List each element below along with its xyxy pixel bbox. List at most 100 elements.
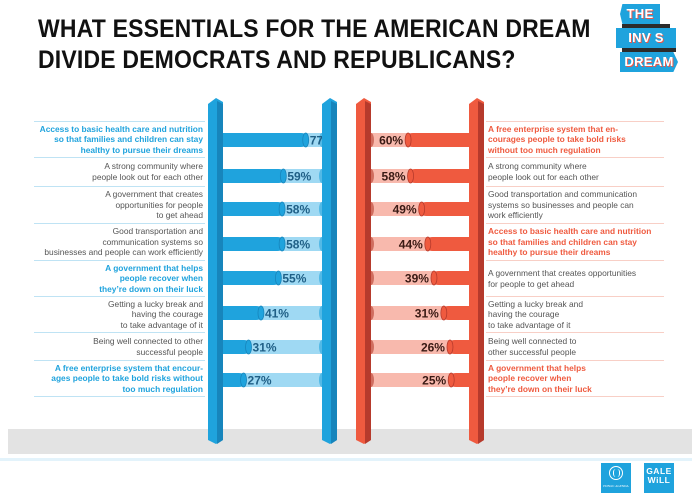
label-line: Getting a lucky break and (108, 298, 203, 309)
democrat-rung-track (223, 373, 322, 387)
republican-right-rail-shade (478, 101, 484, 444)
label-line: A government that helps (488, 362, 586, 373)
republican-category-label: A free enterprise system that en-courage… (486, 121, 664, 157)
republican-bar-cap (407, 168, 414, 184)
label-line: other successful people (488, 346, 576, 357)
label-line: they’re down on their luck (488, 383, 592, 394)
democrat-category-label: Access to basic health care and nutritio… (34, 121, 205, 157)
label-line: healthy to pursue their dreams (80, 144, 203, 155)
republican-value-label: 58% (382, 170, 406, 184)
ground-divider (0, 458, 692, 461)
label-line: healthy to pursue their dreams (488, 247, 611, 258)
title-line-2: DIVIDE DEMOCRATS AND REPUBLICANS? (38, 46, 516, 74)
republican-bar-cap (430, 270, 438, 286)
republican-category-label: A government that creates opportunities f… (486, 260, 664, 296)
republican-value-label: 60% (379, 134, 403, 148)
republican-bar (425, 237, 480, 251)
label-line: A government that creates opportunities (488, 267, 637, 278)
label-line: to get ahead (156, 210, 203, 221)
democrat-bar (212, 237, 285, 251)
public-agenda-emblem-icon (609, 466, 623, 480)
label-line: successful people (136, 346, 203, 357)
label-line: having the courage (488, 309, 560, 320)
logo-fold (622, 24, 670, 28)
republican-category-label: Good transportation and communication sys… (486, 186, 664, 223)
democrat-category-label: A strong community where people look out … (34, 157, 205, 186)
invisible-dream-logo: THE INV S BLE DREAM (610, 0, 690, 80)
republican-bar (431, 271, 480, 285)
republican-rung-track (371, 373, 469, 387)
republican-value-label: 39% (405, 272, 429, 286)
democrat-right-rail-shade (331, 101, 337, 444)
republican-bar (406, 133, 480, 147)
label-line: for people to get ahead (488, 278, 575, 289)
democrat-bar-cap (302, 132, 310, 148)
democrat-bar-cap (279, 168, 287, 184)
label-line: people recover when (119, 273, 203, 284)
democrat-bar-cap (278, 236, 286, 252)
republican-rung-track (371, 340, 469, 354)
gale-will-logo: GALE WiLL (644, 463, 674, 493)
gale-will-line1: GALE (646, 466, 672, 476)
label-line: A strong community where (488, 161, 587, 172)
republican-bar (419, 202, 480, 216)
republican-bar-cap (418, 201, 426, 217)
democrat-bar (212, 133, 308, 147)
republican-bar-cap (404, 132, 412, 148)
label-line: opportunities for people (115, 199, 203, 210)
label-line: Being well connected to (488, 335, 577, 346)
republican-labels: A free enterprise system that en-courage… (486, 121, 664, 397)
republican-bar-cap (446, 339, 454, 355)
democrat-bar (212, 202, 285, 216)
label-line: too much regulation (122, 383, 204, 394)
label-line: courages people to take bold risks (488, 134, 626, 145)
label-line: to take advantage of it (120, 319, 203, 330)
title-line-1: WHAT ESSENTIALS FOR THE AMERICAN DREAM (38, 15, 591, 43)
democrat-bar-cap (257, 305, 265, 321)
label-line: Getting a lucky break and (488, 298, 583, 309)
logo-fold (622, 48, 676, 52)
democrat-value-label: 59% (287, 170, 311, 184)
republican-value-label: 44% (399, 238, 423, 252)
label-line: people look out for each other (488, 172, 599, 182)
republican-value-label: 26% (421, 341, 445, 355)
republican-category-label: Getting a lucky break and having the cour… (486, 296, 664, 332)
republican-category-label: Being well connected to other successful … (486, 332, 664, 360)
label-line: Good transportation and communication (488, 189, 637, 200)
democrat-bar-cap (278, 201, 286, 217)
label-line: A government that helps (105, 262, 203, 273)
republican-value-label: 31% (415, 307, 439, 321)
ground-band (8, 429, 692, 454)
democrat-category-label: A free enterprise system that encour-age… (34, 360, 205, 397)
label-line: A free enterprise system that en- (488, 123, 619, 134)
republican-category-label: A government that helps people recover wh… (486, 360, 664, 397)
democrat-value-label: 58% (286, 238, 310, 252)
democrat-category-label: A government that creates opportunities f… (34, 186, 205, 223)
label-line: having the courage (131, 309, 203, 320)
public-agenda-text: PUBLIC AGENDA (603, 484, 629, 488)
label-line: A government that creates (105, 189, 203, 200)
logo-ribbon-the: THE (620, 4, 660, 24)
democrat-value-label: 55% (282, 272, 306, 286)
ladder-chart: 77%59%58%58%55%41%31%27%60%58%49%44%39%3… (208, 98, 484, 444)
republican-value-label: 25% (422, 374, 446, 388)
label-line: Access to basic health care and nutritio… (488, 226, 652, 237)
democrat-category-label: A government that helps people recover wh… (34, 260, 205, 296)
gale-will-line2: WiLL (647, 475, 671, 485)
democrat-value-label: 58% (286, 203, 310, 217)
label-line: ages people to take bold risks without (51, 373, 203, 384)
label-line: so that families and children can stay (488, 236, 637, 247)
page-title: WHAT ESSENTIALS FOR THE AMERICAN DREAM D… (38, 14, 591, 76)
democrat-left-rail-shade (217, 101, 223, 444)
republican-category-label: A strong community where people look out … (486, 157, 664, 186)
democrat-bar-cap (245, 339, 252, 355)
label-line: people look out for each other (92, 172, 203, 182)
label-line: Being well connected to other (93, 335, 203, 346)
democrat-category-label: Being well connected to other successful … (34, 332, 205, 360)
democrat-category-label: Good transportation and communication sys… (34, 223, 205, 260)
democrat-value-label: 31% (253, 341, 277, 355)
republican-bar (408, 169, 480, 183)
democrat-value-label: 27% (248, 374, 272, 388)
label-line: Good transportation and (112, 226, 203, 237)
label-line: A strong community where (104, 161, 203, 172)
